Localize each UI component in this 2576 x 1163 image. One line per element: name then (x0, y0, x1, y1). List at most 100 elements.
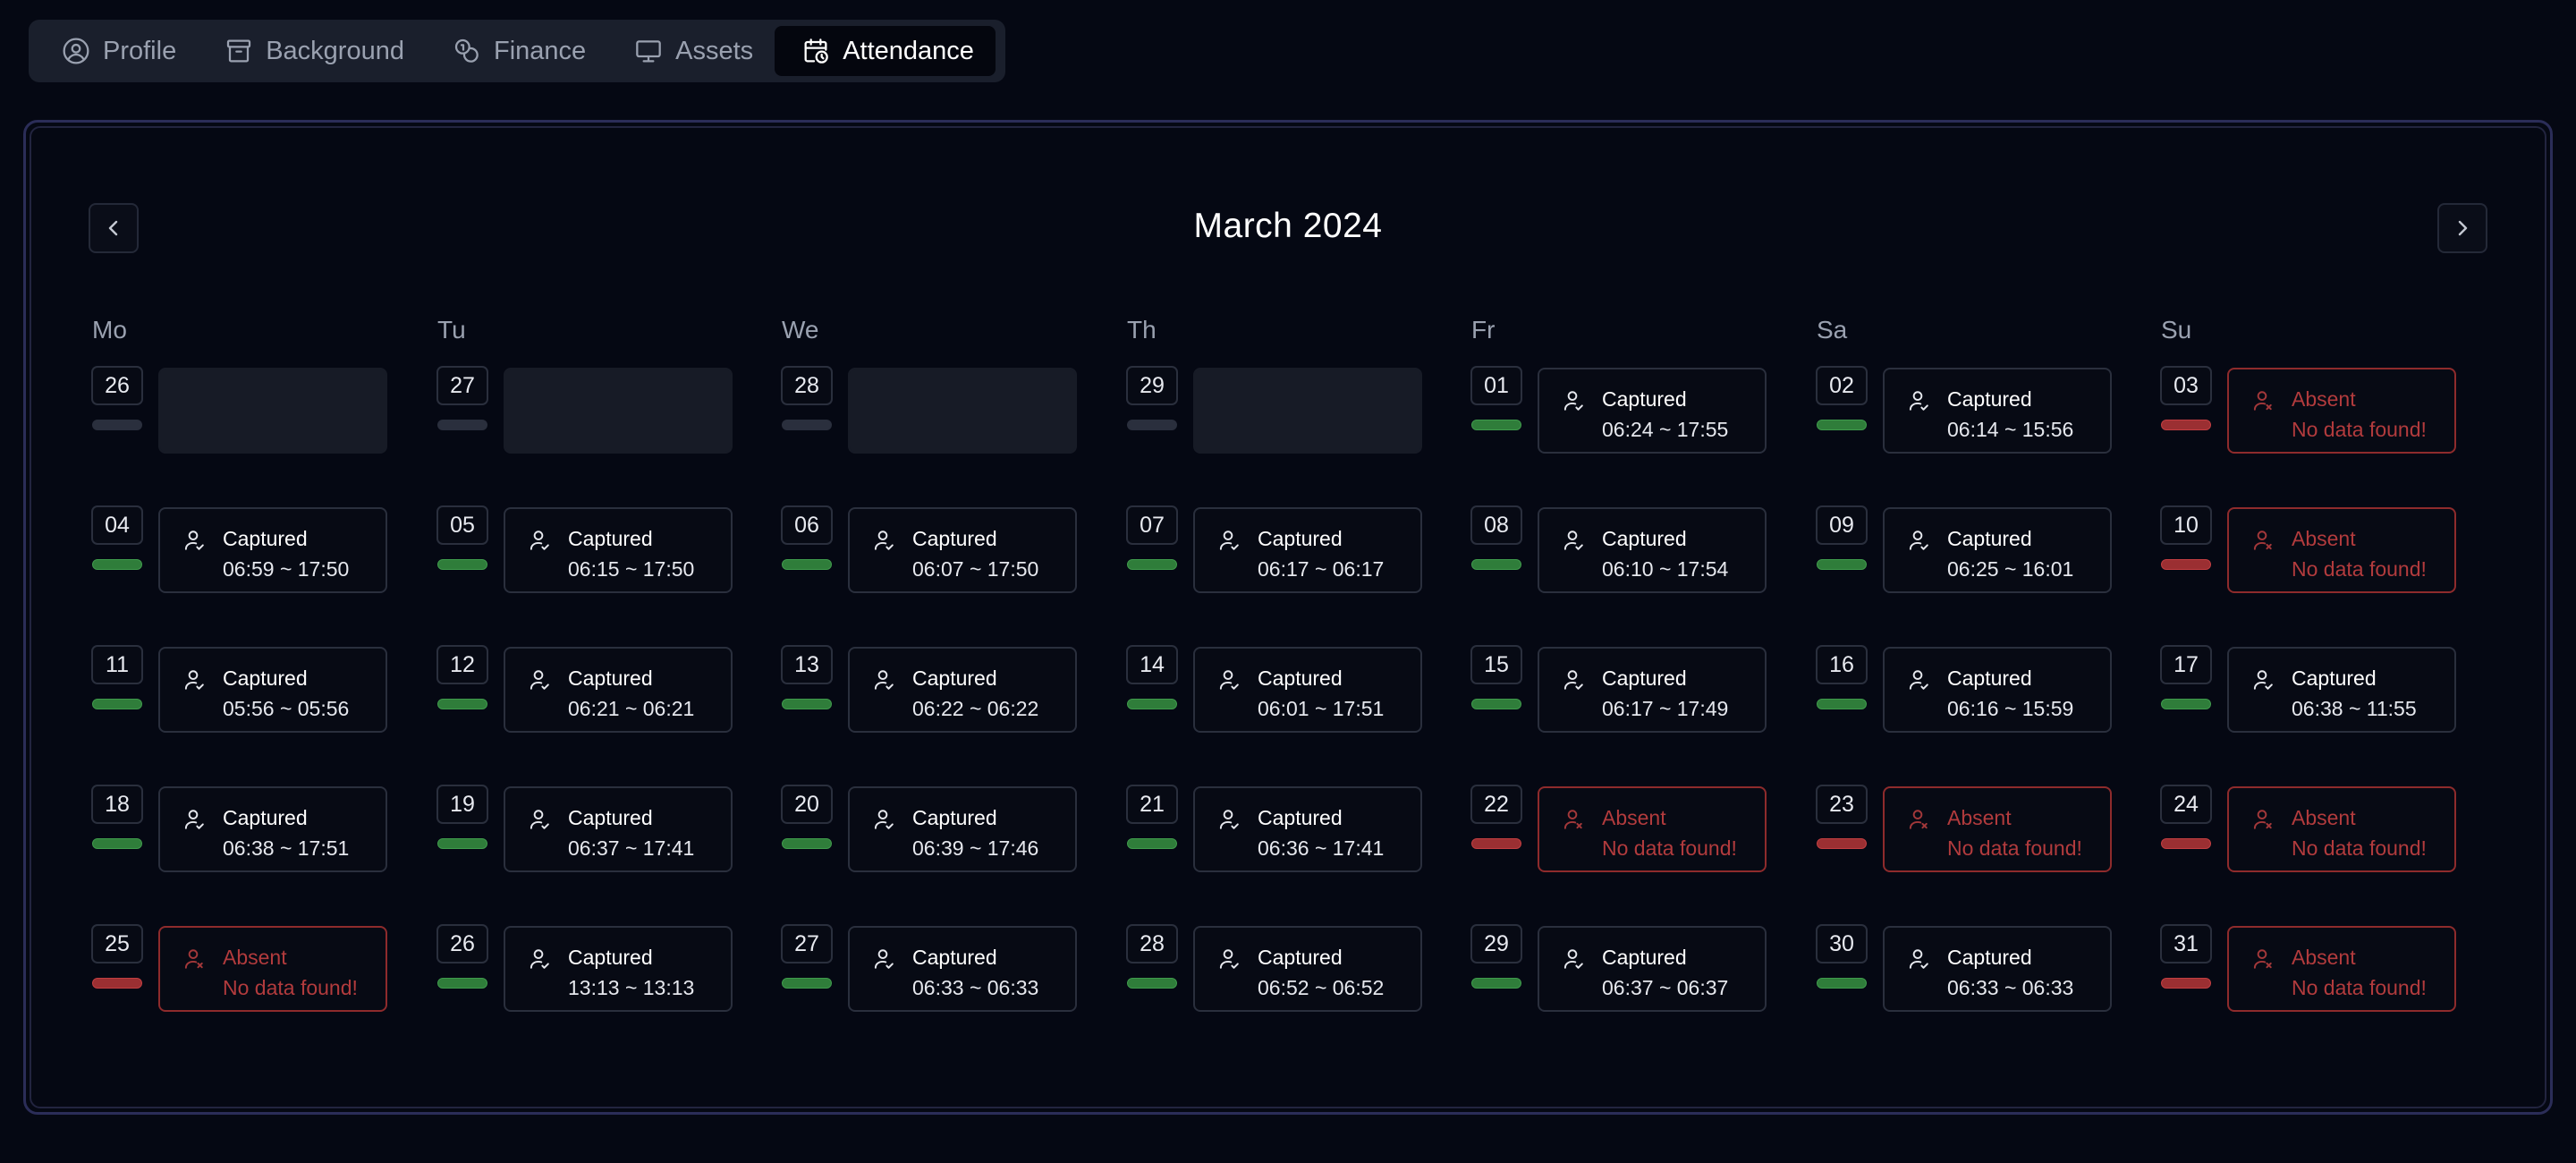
tab-assets[interactable]: Assets (607, 26, 775, 76)
absent-card: Absent No data found! (1883, 786, 2112, 872)
calendar-day[interactable]: 02 Captured 06:14 ~ 15:56 (1816, 366, 2112, 455)
tab-label: Background (266, 36, 404, 65)
tab-attendance[interactable]: Attendance (775, 26, 996, 76)
calendar-day[interactable]: 19 Captured 06:37 ~ 17:41 (436, 785, 733, 874)
date-badge: 16 (1816, 645, 1868, 684)
status-indicator (92, 978, 142, 989)
status-label: Captured (568, 527, 653, 550)
captured-card: Captured 06:24 ~ 17:55 (1538, 368, 1767, 454)
calendar-day[interactable]: 09 Captured 06:25 ~ 16:01 (1816, 505, 2112, 595)
tab-finance[interactable]: Finance (426, 26, 607, 76)
user-check-icon (874, 810, 894, 829)
tab-background[interactable]: Background (198, 26, 426, 76)
weekday-label: Sa (1817, 316, 1848, 344)
calendar-day[interactable]: 16 Captured 06:16 ~ 15:59 (1816, 645, 2112, 734)
status-indicator (437, 699, 487, 709)
calendar-day[interactable]: 10 Absent No data found! (2160, 505, 2456, 595)
date-badge: 02 (1816, 366, 1868, 405)
time-range: 06:24 ~ 17:55 (1602, 418, 1729, 441)
calendar-day[interactable]: 15 Captured 06:17 ~ 17:49 (1470, 645, 1767, 734)
status-indicator (2161, 420, 2211, 430)
user-check-icon (530, 531, 549, 550)
status-indicator (1471, 978, 1521, 989)
calendar-day[interactable]: 18 Captured 06:38 ~ 17:51 (91, 785, 387, 874)
status-indicator (2161, 978, 2211, 989)
calendar-inner: March 2024 Mo Tu We Th Fr Sa Su 26 27 28 29 01 Capt… (30, 126, 2546, 1108)
captured-card: Captured 06:16 ~ 15:59 (1883, 647, 2112, 733)
date-badge: 29 (1126, 366, 1178, 405)
calendar-day[interactable]: 06 Captured 06:07 ~ 17:50 (781, 505, 1077, 595)
captured-card: Captured 06:01 ~ 17:51 (1193, 647, 1422, 733)
calendar-day[interactable]: 17 Captured 06:38 ~ 11:55 (2160, 645, 2456, 734)
calendar-day[interactable]: 12 Captured 06:21 ~ 06:21 (436, 645, 733, 734)
calendar-day[interactable]: 31 Absent No data found! (2160, 924, 2456, 1014)
date-badge: 27 (781, 924, 833, 964)
calendar-day[interactable]: 29 (1126, 366, 1422, 455)
calendar-day[interactable]: 29 Captured 06:37 ~ 06:37 (1470, 924, 1767, 1014)
status-label: Captured (912, 527, 997, 550)
date-badge: 06 (781, 505, 833, 545)
captured-card: Captured 06:07 ~ 17:50 (848, 507, 1077, 593)
calendar-day[interactable]: 27 Captured 06:33 ~ 06:33 (781, 924, 1077, 1014)
calendar-grid: 26 27 28 29 01 Captured 06:24 ~ 17:55 02 Capture… (91, 366, 2506, 1046)
calendar-day[interactable]: 08 Captured 06:10 ~ 17:54 (1470, 505, 1767, 595)
weekday-label: Fr (1471, 316, 1496, 344)
calendar-day[interactable]: 26 (91, 366, 387, 455)
status-indicator (782, 559, 832, 570)
calendar-day[interactable]: 26 Captured 13:13 ~ 13:13 (436, 924, 733, 1014)
calendar-day[interactable]: 25 Absent No data found! (91, 924, 387, 1014)
date-badge: 28 (781, 366, 833, 405)
calendar-day[interactable]: 23 Absent No data found! (1816, 785, 2112, 874)
calendar-day[interactable]: 14 Captured 06:01 ~ 17:51 (1126, 645, 1422, 734)
status-label: Captured (223, 806, 308, 829)
user-x-icon (1909, 810, 1928, 829)
status-detail: No data found! (2292, 976, 2427, 999)
next-month-button[interactable] (2437, 203, 2487, 253)
captured-card: Captured 06:59 ~ 17:50 (158, 507, 387, 593)
status-label: Absent (1947, 806, 2012, 829)
status-label: Captured (568, 946, 653, 969)
time-range: 06:52 ~ 06:52 (1258, 976, 1385, 999)
previous-month-button[interactable] (89, 203, 139, 253)
calendar-day[interactable]: 13 Captured 06:22 ~ 06:22 (781, 645, 1077, 734)
status-indicator (1127, 838, 1177, 849)
date-badge: 13 (781, 645, 833, 684)
time-range: 06:15 ~ 17:50 (568, 557, 695, 581)
user-check-icon (1909, 670, 1928, 690)
date-badge: 10 (2160, 505, 2212, 545)
empty-day-card (158, 368, 387, 454)
captured-card: Captured 06:37 ~ 17:41 (504, 786, 733, 872)
status-indicator (782, 838, 832, 849)
status-indicator (1817, 838, 1867, 849)
date-badge: 30 (1816, 924, 1868, 964)
status-label: Captured (1947, 387, 2032, 411)
calendar-day[interactable]: 28 (781, 366, 1077, 455)
calendar-day[interactable]: 20 Captured 06:39 ~ 17:46 (781, 785, 1077, 874)
calendar-day[interactable]: 24 Absent No data found! (2160, 785, 2456, 874)
time-range: 06:36 ~ 17:41 (1258, 836, 1385, 860)
captured-card: Captured 06:17 ~ 17:49 (1538, 647, 1767, 733)
captured-card: Captured 06:36 ~ 17:41 (1193, 786, 1422, 872)
calendar-day[interactable]: 11 Captured 05:56 ~ 05:56 (91, 645, 387, 734)
calendar-day[interactable]: 28 Captured 06:52 ~ 06:52 (1126, 924, 1422, 1014)
captured-card: Captured 06:25 ~ 16:01 (1883, 507, 2112, 593)
calendar-day[interactable]: 21 Captured 06:36 ~ 17:41 (1126, 785, 1422, 874)
status-label: Captured (912, 806, 997, 829)
status-label: Absent (2292, 527, 2356, 550)
calendar-day[interactable]: 22 Absent No data found! (1470, 785, 1767, 874)
status-indicator (437, 559, 487, 570)
user-check-icon (530, 670, 549, 690)
absent-card: Absent No data found! (2227, 926, 2456, 1012)
tab-profile[interactable]: Profile (35, 26, 198, 76)
calendar-day[interactable]: 07 Captured 06:17 ~ 06:17 (1126, 505, 1422, 595)
status-indicator (1471, 420, 1521, 430)
calendar-day[interactable]: 27 (436, 366, 733, 455)
calendar-day[interactable]: 03 Absent No data found! (2160, 366, 2456, 455)
captured-card: Captured 06:21 ~ 06:21 (504, 647, 733, 733)
calendar-day[interactable]: 05 Captured 06:15 ~ 17:50 (436, 505, 733, 595)
status-label: Captured (1258, 946, 1343, 969)
calendar-day[interactable]: 01 Captured 06:24 ~ 17:55 (1470, 366, 1767, 455)
calendar-day[interactable]: 04 Captured 06:59 ~ 17:50 (91, 505, 387, 595)
calendar-day[interactable]: 30 Captured 06:33 ~ 06:33 (1816, 924, 2112, 1014)
captured-card: Captured 06:38 ~ 17:51 (158, 786, 387, 872)
